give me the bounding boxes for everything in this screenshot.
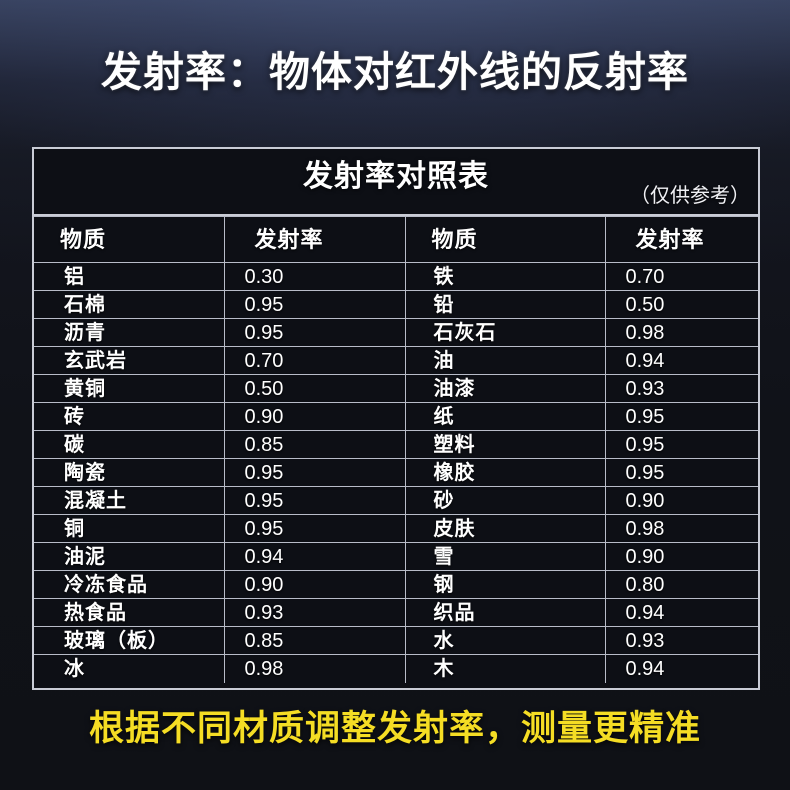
- page-title: 发射率：物体对红外线的反射率: [101, 49, 689, 95]
- cell-emissivity-right: 0.93: [604, 374, 758, 403]
- emissivity-table: 物质 发射率 物质 发射率 铝 0.30 铁 0.70 石棉 0.95 铅 0.: [34, 216, 758, 683]
- column-header-emissivity-right: 发射率: [604, 216, 758, 263]
- emissivity-table-panel: 发射率对照表 （仅供参考） 物质 发射率 物质 发射率 铝 0.30 铁: [32, 147, 760, 690]
- table-row: 冰 0.98 木 0.94: [34, 654, 758, 683]
- cell-emissivity-right: 0.98: [604, 514, 758, 543]
- table-row: 冷冻食品 0.90 钢 0.80: [34, 570, 758, 599]
- cell-emissivity-left: 0.95: [223, 486, 406, 515]
- cell-substance-right: 雪: [404, 542, 606, 571]
- cell-emissivity-left: 0.95: [223, 290, 406, 319]
- cell-emissivity-right: 0.98: [604, 318, 758, 347]
- cell-substance-right: 木: [404, 654, 606, 683]
- cell-emissivity-left: 0.30: [223, 262, 406, 291]
- cell-substance-right: 纸: [404, 402, 606, 431]
- column-header-emissivity-left: 发射率: [223, 216, 406, 263]
- table-row: 玻璃（板） 0.85 水 0.93: [34, 626, 758, 655]
- cell-substance-right: 钢: [404, 570, 606, 599]
- cell-substance-left: 玻璃（板）: [34, 626, 225, 655]
- cell-emissivity-right: 0.93: [604, 626, 758, 655]
- cell-emissivity-right: 0.94: [604, 346, 758, 375]
- cell-substance-left: 玄武岩: [34, 346, 225, 375]
- cell-emissivity-left: 0.85: [223, 430, 406, 459]
- cell-substance-right: 织品: [404, 598, 606, 627]
- table-row: 砖 0.90 纸 0.95: [34, 402, 758, 431]
- table-row: 铝 0.30 铁 0.70: [34, 262, 758, 291]
- cell-emissivity-right: 0.95: [604, 402, 758, 431]
- cell-substance-left: 铜: [34, 514, 225, 543]
- table-body: 铝 0.30 铁 0.70 石棉 0.95 铅 0.50 沥青 0.95 石灰石…: [34, 262, 758, 683]
- cell-substance-left: 碳: [34, 430, 225, 459]
- cell-emissivity-right: 0.94: [604, 654, 758, 683]
- table-row: 热食品 0.93 织品 0.94: [34, 598, 758, 627]
- table-disclaimer-note: （仅供参考）: [630, 185, 750, 207]
- cell-emissivity-right: 0.90: [604, 486, 758, 515]
- cell-substance-right: 石灰石: [404, 318, 606, 347]
- cell-emissivity-left: 0.95: [223, 458, 406, 487]
- cell-substance-right: 铅: [404, 290, 606, 319]
- cell-emissivity-left: 0.90: [223, 402, 406, 431]
- cell-substance-left: 油泥: [34, 542, 225, 571]
- table-row: 碳 0.85 塑料 0.95: [34, 430, 758, 459]
- cell-substance-right: 塑料: [404, 430, 606, 459]
- cell-substance-right: 橡胶: [404, 458, 606, 487]
- cell-substance-right: 铁: [404, 262, 606, 291]
- cell-substance-right: 水: [404, 626, 606, 655]
- column-header-substance-left: 物质: [34, 216, 225, 263]
- cell-emissivity-right: 0.90: [604, 542, 758, 571]
- cell-substance-left: 砖: [34, 402, 225, 431]
- cell-emissivity-right: 0.50: [604, 290, 758, 319]
- table-caption: 发射率对照表: [303, 160, 489, 193]
- cell-substance-left: 冷冻食品: [34, 570, 225, 599]
- cell-emissivity-right: 0.94: [604, 598, 758, 627]
- cell-substance-left: 陶瓷: [34, 458, 225, 487]
- cell-emissivity-left: 0.95: [223, 318, 406, 347]
- cell-emissivity-right: 0.95: [604, 430, 758, 459]
- cell-substance-right: 砂: [404, 486, 606, 515]
- table-row: 玄武岩 0.70 油 0.94: [34, 346, 758, 375]
- cell-emissivity-right: 0.70: [604, 262, 758, 291]
- cell-emissivity-left: 0.94: [223, 542, 406, 571]
- table-row: 陶瓷 0.95 橡胶 0.95: [34, 458, 758, 487]
- cell-substance-right: 皮肤: [404, 514, 606, 543]
- table-row: 油泥 0.94 雪 0.90: [34, 542, 758, 571]
- table-caption-band: 发射率对照表 （仅供参考）: [34, 149, 758, 216]
- page-footer-tagline: 根据不同材质调整发射率，测量更精准: [88, 709, 701, 748]
- cell-substance-left: 混凝土: [34, 486, 225, 515]
- cell-substance-right: 油漆: [404, 374, 606, 403]
- cell-emissivity-left: 0.98: [223, 654, 406, 683]
- cell-substance-left: 冰: [34, 654, 225, 683]
- cell-emissivity-left: 0.90: [223, 570, 406, 599]
- table-row: 沥青 0.95 石灰石 0.98: [34, 318, 758, 347]
- cell-substance-left: 沥青: [34, 318, 225, 347]
- table-header-row: 物质 发射率 物质 发射率: [34, 216, 758, 263]
- cell-substance-left: 热食品: [34, 598, 225, 627]
- cell-substance-left: 石棉: [34, 290, 225, 319]
- cell-emissivity-left: 0.93: [223, 598, 406, 627]
- table-row: 黄铜 0.50 油漆 0.93: [34, 374, 758, 403]
- cell-substance-left: 黄铜: [34, 374, 225, 403]
- cell-emissivity-right: 0.95: [604, 458, 758, 487]
- cell-emissivity-left: 0.50: [223, 374, 406, 403]
- table-head: 物质 发射率 物质 发射率: [34, 216, 758, 263]
- cell-emissivity-left: 0.70: [223, 346, 406, 375]
- column-header-substance-right: 物质: [404, 216, 606, 263]
- table-row: 混凝土 0.95 砂 0.90: [34, 486, 758, 515]
- cell-substance-right: 油: [404, 346, 606, 375]
- cell-emissivity-left: 0.85: [223, 626, 406, 655]
- cell-emissivity-right: 0.80: [604, 570, 758, 599]
- table-row: 石棉 0.95 铅 0.50: [34, 290, 758, 319]
- cell-substance-left: 铝: [34, 262, 225, 291]
- cell-emissivity-left: 0.95: [223, 514, 406, 543]
- table-row: 铜 0.95 皮肤 0.98: [34, 514, 758, 543]
